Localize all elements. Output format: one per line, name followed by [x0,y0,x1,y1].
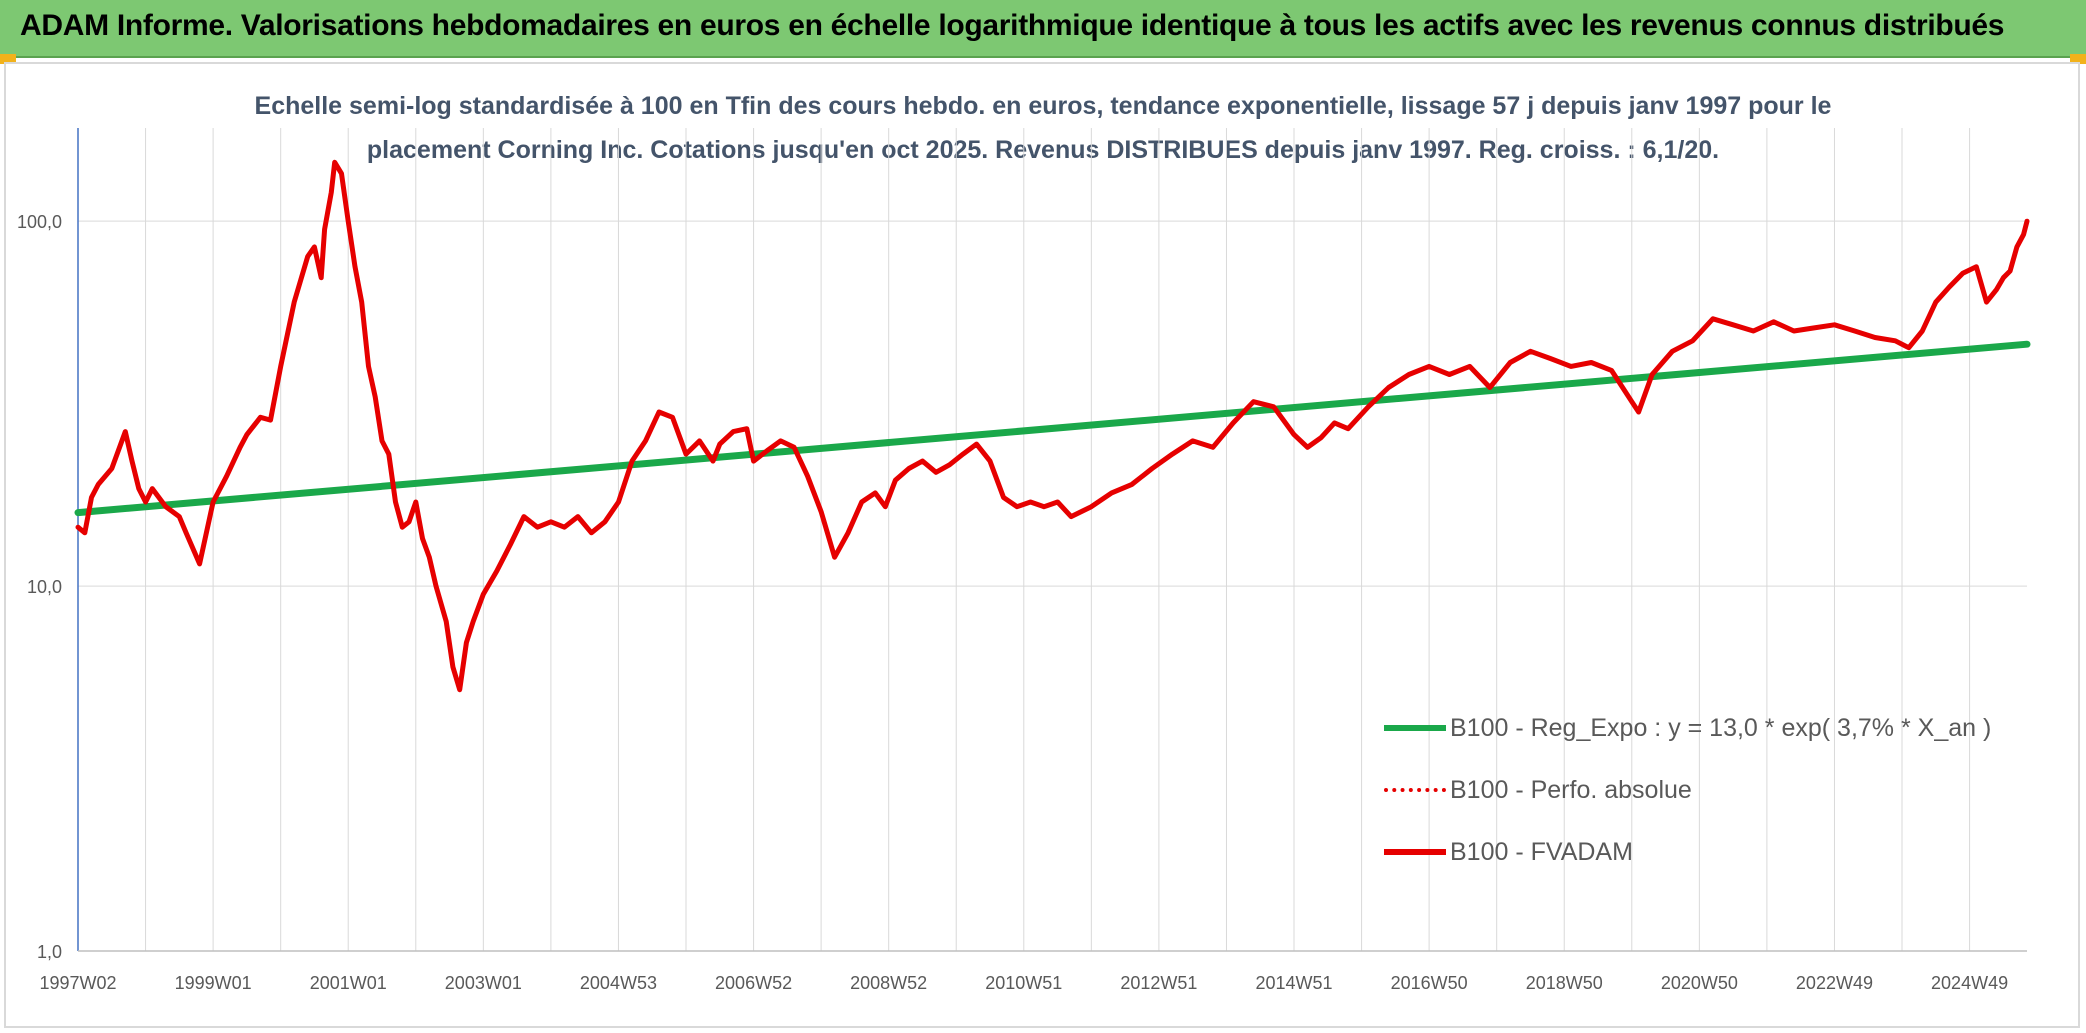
legend-swatch-perfo [1384,788,1446,792]
x-tick-label: 2014W51 [1255,973,1332,993]
series-layer [74,159,2031,693]
legend-item-regression: B100 - Reg_Expo : y = 13,0 * exp( 3,7% *… [1384,710,1991,746]
chart-title: Echelle semi-log standardisée à 100 en T… [180,84,1906,172]
x-tick-label: 2004W53 [580,973,657,993]
series-regression-line [74,340,2031,517]
x-tick-label: 1997W02 [39,973,116,993]
axes [77,128,2027,952]
corner-marker-left [0,54,16,64]
header-banner: ADAM Informe. Valorisations hebdomadaire… [0,0,2086,58]
x-tick-label: 2003W01 [445,973,522,993]
x-tick-label: 2016W50 [1391,973,1468,993]
legend-label-regression: B100 - Reg_Expo : y = 13,0 * exp( 3,7% *… [1450,713,1992,742]
chart-title-line-2: placement Corning Inc. Cotations jusqu'e… [366,136,1720,164]
x-tick-label: 2006W52 [715,973,792,993]
legend-label-perfo: B100 - Perfo. absolue [1450,775,1692,804]
y-tick-label: 10,0 [27,577,62,597]
x-tick-label: 2022W49 [1796,973,1873,993]
tick-labels: 1,0 10,0 100,0 1997W02 1999W01 2001W01 2003W01… [17,212,2008,993]
chart-legend: B100 - Reg_Expo : y = 13,0 * exp( 3,7% *… [1384,684,2004,884]
x-tick-label: 2012W51 [1120,973,1197,993]
series-fvadam-line [75,159,2030,693]
corner-marker-right [2070,54,2086,64]
legend-swatch-regression [1384,725,1446,731]
page-title: ADAM Informe. Valorisations hebdomadaire… [20,9,2005,42]
x-tick-label: 2018W50 [1526,973,1603,993]
legend-label-fvadam: B100 - FVADAM [1450,837,1633,866]
legend-item-perfo: B100 - Perfo. absolue [1384,772,1692,808]
legend-swatch-fvadam [1384,849,1446,855]
chart-title-line-1: Echelle semi-log standardisée à 100 en T… [254,92,1832,120]
x-tick-label: 2024W49 [1931,973,2008,993]
x-tick-label: 2008W52 [850,973,927,993]
y-tick-label: 1,0 [37,942,62,962]
legend-item-fvadam: B100 - FVADAM [1384,834,1633,870]
x-tick-label: 2010W51 [985,973,1062,993]
x-tick-label: 2020W50 [1661,973,1738,993]
x-tick-label: 1999W01 [175,973,252,993]
y-tick-label: 100,0 [17,212,62,232]
x-tick-label: 2001W01 [310,973,387,993]
